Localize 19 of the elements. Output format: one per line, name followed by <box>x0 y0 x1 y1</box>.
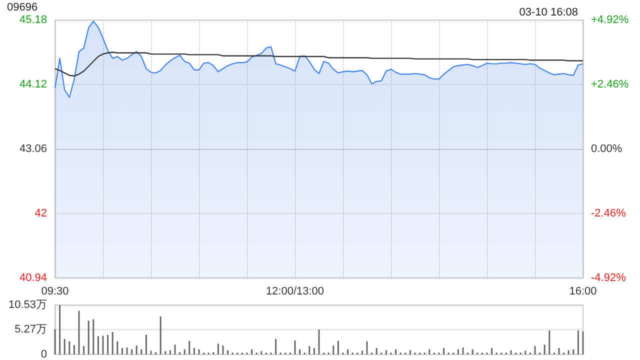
y-tick-label: 10.53万 <box>8 299 47 311</box>
y-tick-label: 43.06 <box>19 143 47 155</box>
x-tick-label: 09:30 <box>41 286 69 298</box>
chart-title: 09696 <box>7 2 38 14</box>
y2-tick-label: -2.46% <box>591 208 626 220</box>
y-tick-label: 42 <box>34 208 47 220</box>
y2-tick-label: +2.46% <box>591 78 629 90</box>
y-tick-label: 44.12 <box>19 78 47 90</box>
x-tick-label: 16:00 <box>569 286 597 298</box>
y2-tick-label: -4.92% <box>591 272 626 284</box>
y-tick-label: 40.94 <box>19 272 47 284</box>
text: 03-10 16:08 <box>519 6 578 18</box>
y-tick-label: 0 <box>40 348 47 360</box>
line-series <box>54 52 584 77</box>
y-tick-label: 45.18 <box>19 14 47 26</box>
y2-tick-label: 0.00% <box>591 143 622 155</box>
y2-tick-label: +4.92% <box>591 14 629 26</box>
y-tick-label: 5.27万 <box>14 324 47 336</box>
x-tick-label: 12:00/13:00 <box>266 286 324 298</box>
